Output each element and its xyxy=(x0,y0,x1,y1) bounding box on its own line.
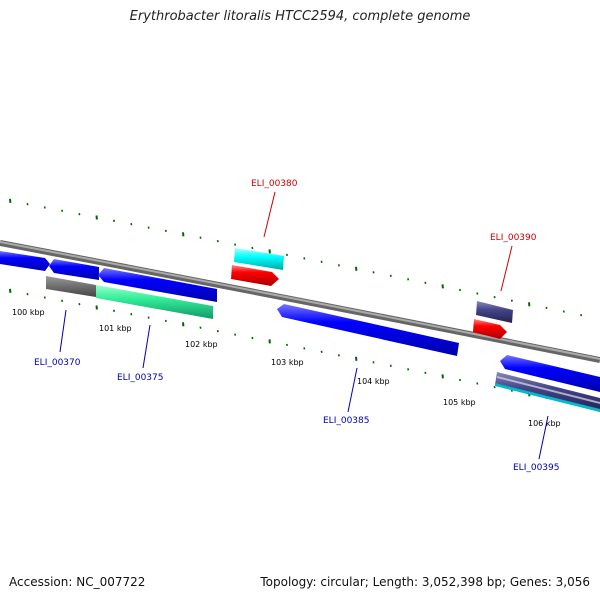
label-eli-00390[interactable]: ELI_00390 xyxy=(490,233,537,243)
cds-gene-eli-00395[interactable] xyxy=(495,372,600,412)
tick-label-104kbp: 104 kbp xyxy=(357,377,390,386)
gene-labels: ELI_00370 ELI_00375 ELI_00380 ELI_00385 … xyxy=(34,179,560,473)
leader-eli-00370 xyxy=(59,309,67,353)
cds-forward-2[interactable] xyxy=(473,319,507,339)
label-eli-00395[interactable]: ELI_00395 xyxy=(513,463,560,473)
leader-eli-00380 xyxy=(263,191,276,238)
genome-summary-text: Topology: circular; Length: 3,052,398 bp… xyxy=(260,575,590,589)
tick-label-106kbp: 106 kbp xyxy=(528,419,561,428)
leader-eli-00385 xyxy=(347,367,358,413)
cds-gene-eli-00395-stripe xyxy=(497,376,600,404)
accession-text: Accession: NC_007722 xyxy=(9,575,146,589)
cds-reverse-3[interactable] xyxy=(98,268,217,302)
cds-forward-1[interactable] xyxy=(231,265,279,286)
map-title: Erythrobacter litoralis HTCC2594, comple… xyxy=(129,9,471,24)
genome-backbone xyxy=(0,240,600,363)
tick-label-101kbp: 101 kbp xyxy=(99,324,132,333)
tick-label-102kbp: 102 kbp xyxy=(185,340,218,349)
tick-label-105kbp: 105 kbp xyxy=(443,398,476,407)
cds-gene-eli-00375[interactable] xyxy=(96,285,213,319)
tick-label-100kbp: 100 kbp xyxy=(12,308,45,317)
cds-gene-eli-00390[interactable] xyxy=(476,301,513,323)
genome-backbone-highlight xyxy=(0,241,600,360)
scale-labels: 100 kbp 101 kbp 102 kbp 103 kbp 104 kbp … xyxy=(12,308,561,428)
label-eli-00385[interactable]: ELI_00385 xyxy=(323,416,370,426)
cds-gene-eli-00395-stripe-cyan xyxy=(495,383,600,412)
leader-eli-00375 xyxy=(142,324,151,369)
cds-gene-eli-00380[interactable] xyxy=(234,248,284,270)
tick-label-103kbp: 103 kbp xyxy=(271,358,304,367)
label-eli-00375[interactable]: ELI_00375 xyxy=(117,373,164,383)
cds-features xyxy=(0,248,600,412)
inner-tick-marks xyxy=(9,288,583,407)
cds-gene-eli-00385[interactable] xyxy=(277,304,459,356)
label-eli-00370[interactable]: ELI_00370 xyxy=(34,358,81,368)
cds-gene-eli-00370[interactable] xyxy=(46,276,96,297)
cds-reverse-4[interactable] xyxy=(500,355,600,392)
outer-tick-marks xyxy=(9,198,583,317)
leader-eli-00390 xyxy=(500,245,513,292)
label-eli-00380[interactable]: ELI_00380 xyxy=(251,179,298,189)
cds-reverse-2[interactable] xyxy=(49,259,99,280)
cds-reverse-1[interactable] xyxy=(0,251,50,271)
leader-eli-00395 xyxy=(538,415,549,460)
